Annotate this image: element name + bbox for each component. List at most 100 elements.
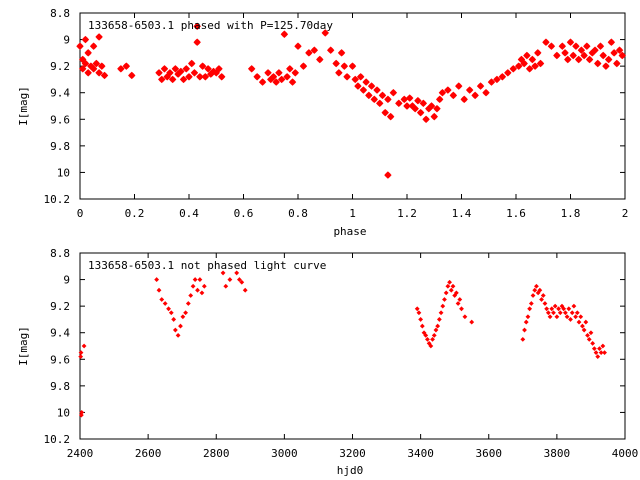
unphased-data-point [220,270,226,276]
unphased-data-point [591,346,597,352]
phased-axis-ticks [79,12,626,200]
phased-data-point [340,62,349,70]
unphased-data-point [421,330,427,336]
phased-data-point [95,33,103,41]
phased-data-point [599,51,607,60]
phased-data-point [525,65,534,73]
phased-data-point [476,82,485,90]
unphased-data-point [237,277,242,282]
unphased-data-point [469,319,475,325]
phased-data-point [419,99,428,108]
unphased-x-tick-label: 2800 [203,447,230,460]
phased-data-point [395,99,403,108]
unphased-x-tick-label: 2600 [135,447,162,460]
phased-data-point [482,89,490,97]
unphased-data-point [79,410,85,415]
phased-data-point [348,62,357,70]
unphased-data-point [443,290,449,296]
unphased-plot-frame [79,252,626,440]
unphased-data-point [448,287,454,293]
phased-data-point [356,73,365,81]
phased-data-point [335,69,343,77]
phased-data-point [98,62,106,70]
unphased-x-tick-label: 3800 [544,447,571,460]
unphased-data-point [602,350,607,356]
unphased-x-tick-label: 3000 [271,447,298,460]
phased-y-tick-label: 9.4 [50,87,70,100]
unphased-data-point [171,317,177,322]
phased-data-point [326,46,335,54]
unphased-data-point [435,323,441,329]
phased-data-point [373,86,381,94]
phased-data-point [193,38,201,46]
phased-data-point [168,75,177,84]
unphased-y-tick-label: 9 [63,274,70,287]
unphased-data-point [598,350,604,356]
phased-data-point [553,51,561,60]
phased-data-point [493,75,501,84]
phased-data-point [158,75,166,84]
unphased-data-point [547,314,553,320]
unphased-data-point [162,301,168,306]
unphased-data-point [544,306,550,312]
phased-x-tick-label: 1.4 [452,207,472,220]
phased-data-point [504,69,512,77]
phased-data-point [561,49,569,57]
unphased-data-point [452,293,458,298]
unphased-data-point [523,319,529,325]
phased-data-point [384,171,392,179]
phased-data-point [498,73,507,81]
phased-data-point [122,62,131,70]
unphased-data-point [586,336,592,342]
phased-data-point [272,78,280,86]
unphased-data-point [418,317,424,322]
phased-data-point [81,35,90,44]
phased-data-point [92,59,101,68]
phased-data-point [182,65,190,73]
unphased-data-point [239,279,245,285]
unphased-data-point [583,319,589,325]
unphased-data-point [534,283,539,289]
phased-y-tick-labels: 8.8 9 9.2 9.4 9.6 9.8 10 10.2 [44,7,71,206]
phased-data-point [547,42,556,50]
phased-y-tick-label: 10.2 [44,193,71,206]
phased-data-point [487,78,496,86]
phased-x-tick-label: 0 [77,207,84,220]
phased-data-point [253,73,261,81]
unphased-data-point [185,301,191,306]
phased-x-tick-label: 1 [349,207,356,220]
phased-data-point [359,86,368,94]
phased-data-point [155,69,163,77]
phased-x-tick-label: 1.2 [397,207,417,220]
phased-data-point [166,69,174,77]
unphased-data-point [588,330,594,336]
unphased-data-point [595,354,601,360]
unphased-data-point [554,314,560,320]
unphased-data-point [188,293,194,298]
phased-data-point [465,86,474,94]
unphased-x-tick-label: 2400 [67,447,94,460]
phased-data-point [215,65,223,73]
unphased-data-point [542,301,548,306]
unphased-data-point [459,306,464,312]
unphased-data-point [593,350,599,356]
phased-data-point [574,55,583,64]
unphased-data-point [520,336,526,342]
phased-data-point [193,22,201,30]
unphased-y-tick-label: 9.2 [50,300,70,313]
phased-data-point [444,86,452,94]
phased-data-point [427,102,436,110]
unphased-data-point [195,287,200,293]
unphased-data-point [578,314,584,320]
unphased-data-point [573,314,579,320]
phased-data-point [591,46,599,54]
unphased-y-tick-label: 10 [57,406,70,419]
phased-data-point [179,75,188,84]
phased-data-point [354,82,362,90]
unphased-data-point [436,317,442,322]
phased-x-tick-label: 0.2 [125,207,145,220]
phased-data-point [79,65,87,73]
phased-data-point [190,69,199,77]
phased-data-point [337,49,346,57]
phased-y-tick-label: 9.6 [50,113,70,126]
